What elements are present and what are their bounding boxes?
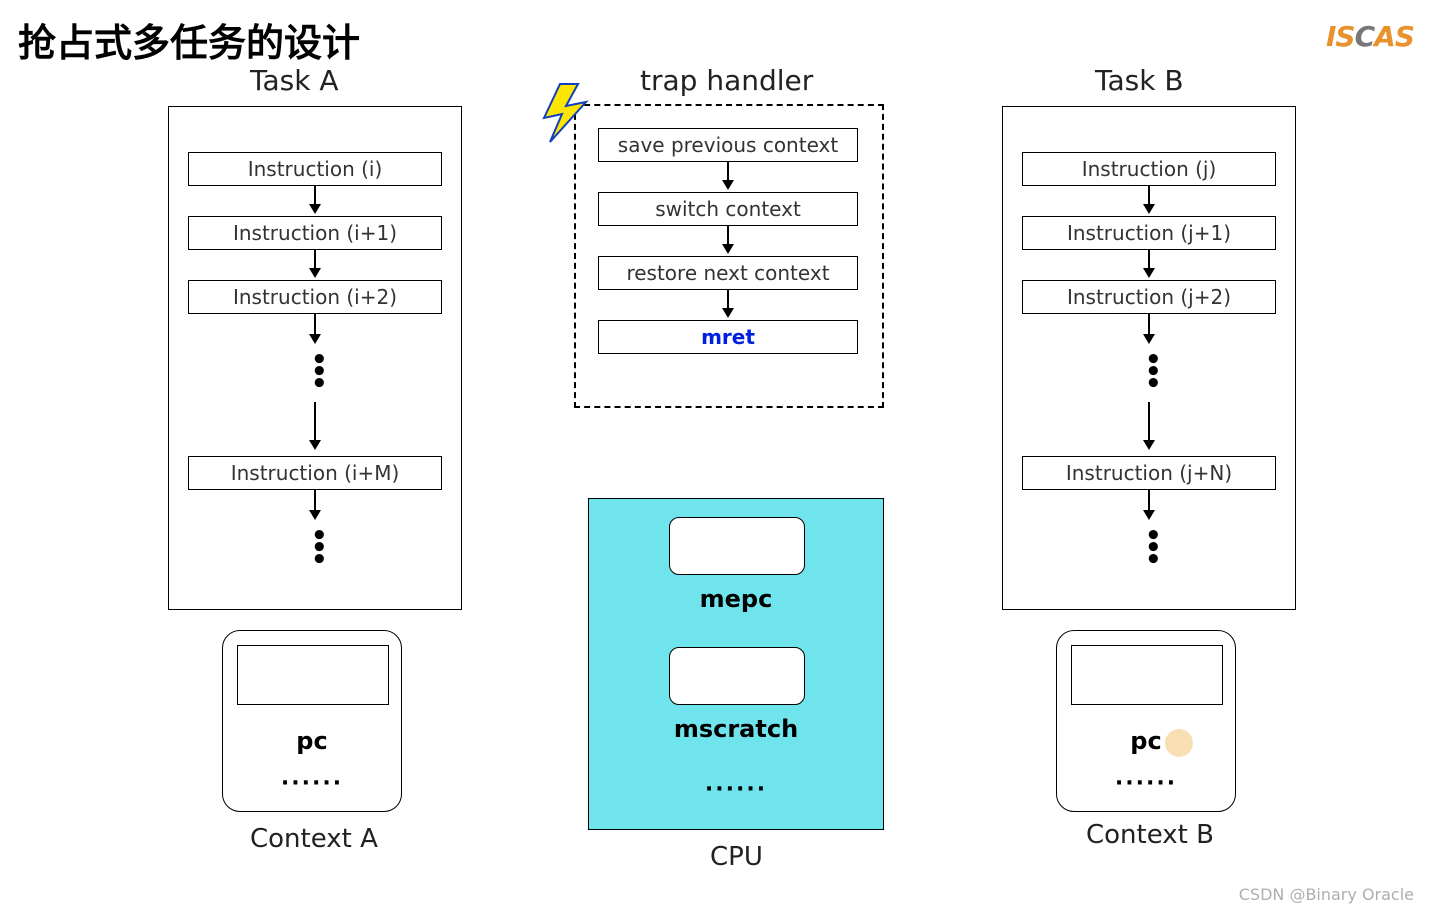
page-title: 抢占式多任务的设计 [18, 12, 360, 67]
context-a-reg [237, 645, 389, 705]
context-a-pc: pc [223, 727, 401, 755]
instr-a-2: Instruction (i+2) [188, 280, 442, 314]
context-a-caption: Context A [250, 824, 378, 854]
vdots-icon: ••• [311, 352, 328, 392]
cpu-box: mepc mscratch ······ [588, 498, 884, 830]
trap-title: trap handler [640, 64, 813, 97]
instr-b-3: Instruction (j+N) [1022, 456, 1276, 490]
context-b-caption: Context B [1086, 820, 1214, 850]
task-b-title: Task B [1095, 64, 1184, 97]
logo: ISCAS [1326, 20, 1414, 53]
context-a-box: pc ······ [222, 630, 402, 812]
context-a-dots: ······ [223, 771, 401, 796]
instr-a-0: Instruction (i) [188, 152, 442, 186]
trap-step-mret: mret [598, 320, 858, 354]
instr-b-0: Instruction (j) [1022, 152, 1276, 186]
vdots-icon: ••• [1145, 352, 1162, 392]
context-b-pc: pc [1057, 727, 1235, 755]
context-b-reg [1071, 645, 1223, 705]
highlight-dot [1165, 729, 1193, 757]
instr-b-2: Instruction (j+2) [1022, 280, 1276, 314]
context-b-dots: ······ [1057, 771, 1235, 796]
cpu-dots: ······ [589, 777, 883, 802]
cpu-reg-mscratch [669, 647, 805, 705]
cpu-reg-mepc [669, 517, 805, 575]
vdots-icon: ••• [311, 528, 328, 568]
mret-label: mret [701, 325, 755, 349]
instr-a-1: Instruction (i+1) [188, 216, 442, 250]
vdots-icon: ••• [1145, 528, 1162, 568]
cpu-caption: CPU [710, 842, 763, 872]
trap-step-1: switch context [598, 192, 858, 226]
bolt-icon [538, 80, 608, 150]
trap-step-2: restore next context [598, 256, 858, 290]
task-a-title: Task A [250, 64, 338, 97]
trap-step-0: save previous context [598, 128, 858, 162]
instr-a-3: Instruction (i+M) [188, 456, 442, 490]
instr-b-1: Instruction (j+1) [1022, 216, 1276, 250]
cpu-mscratch-label: mscratch [589, 715, 883, 743]
context-b-box: pc ······ [1056, 630, 1236, 812]
watermark: CSDN @Binary Oracle [1239, 885, 1414, 904]
cpu-mepc-label: mepc [589, 585, 883, 613]
